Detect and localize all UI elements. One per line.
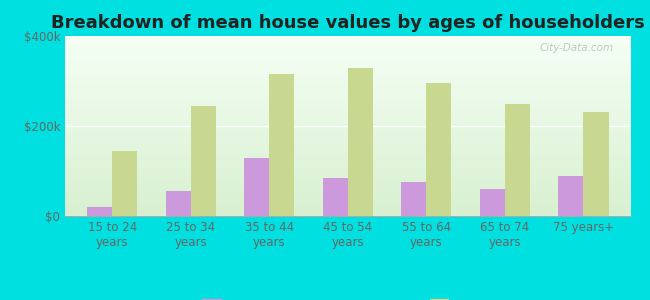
- Bar: [584, 112, 608, 216]
- Bar: [426, 83, 452, 216]
- Bar: [401, 182, 426, 216]
- Legend: Montalba-Tennessee Colony, Texas: Montalba-Tennessee Colony, Texas: [198, 294, 498, 300]
- Bar: [558, 176, 584, 216]
- Bar: [322, 178, 348, 216]
- Bar: [244, 158, 269, 216]
- Bar: [190, 106, 216, 216]
- Text: City-Data.com: City-Data.com: [540, 43, 614, 53]
- Bar: [480, 189, 505, 216]
- Bar: [348, 68, 373, 216]
- Bar: [269, 74, 294, 216]
- Bar: [505, 104, 530, 216]
- Bar: [87, 207, 112, 216]
- Bar: [112, 151, 137, 216]
- Bar: [166, 191, 190, 216]
- Title: Breakdown of mean house values by ages of householders: Breakdown of mean house values by ages o…: [51, 14, 645, 32]
